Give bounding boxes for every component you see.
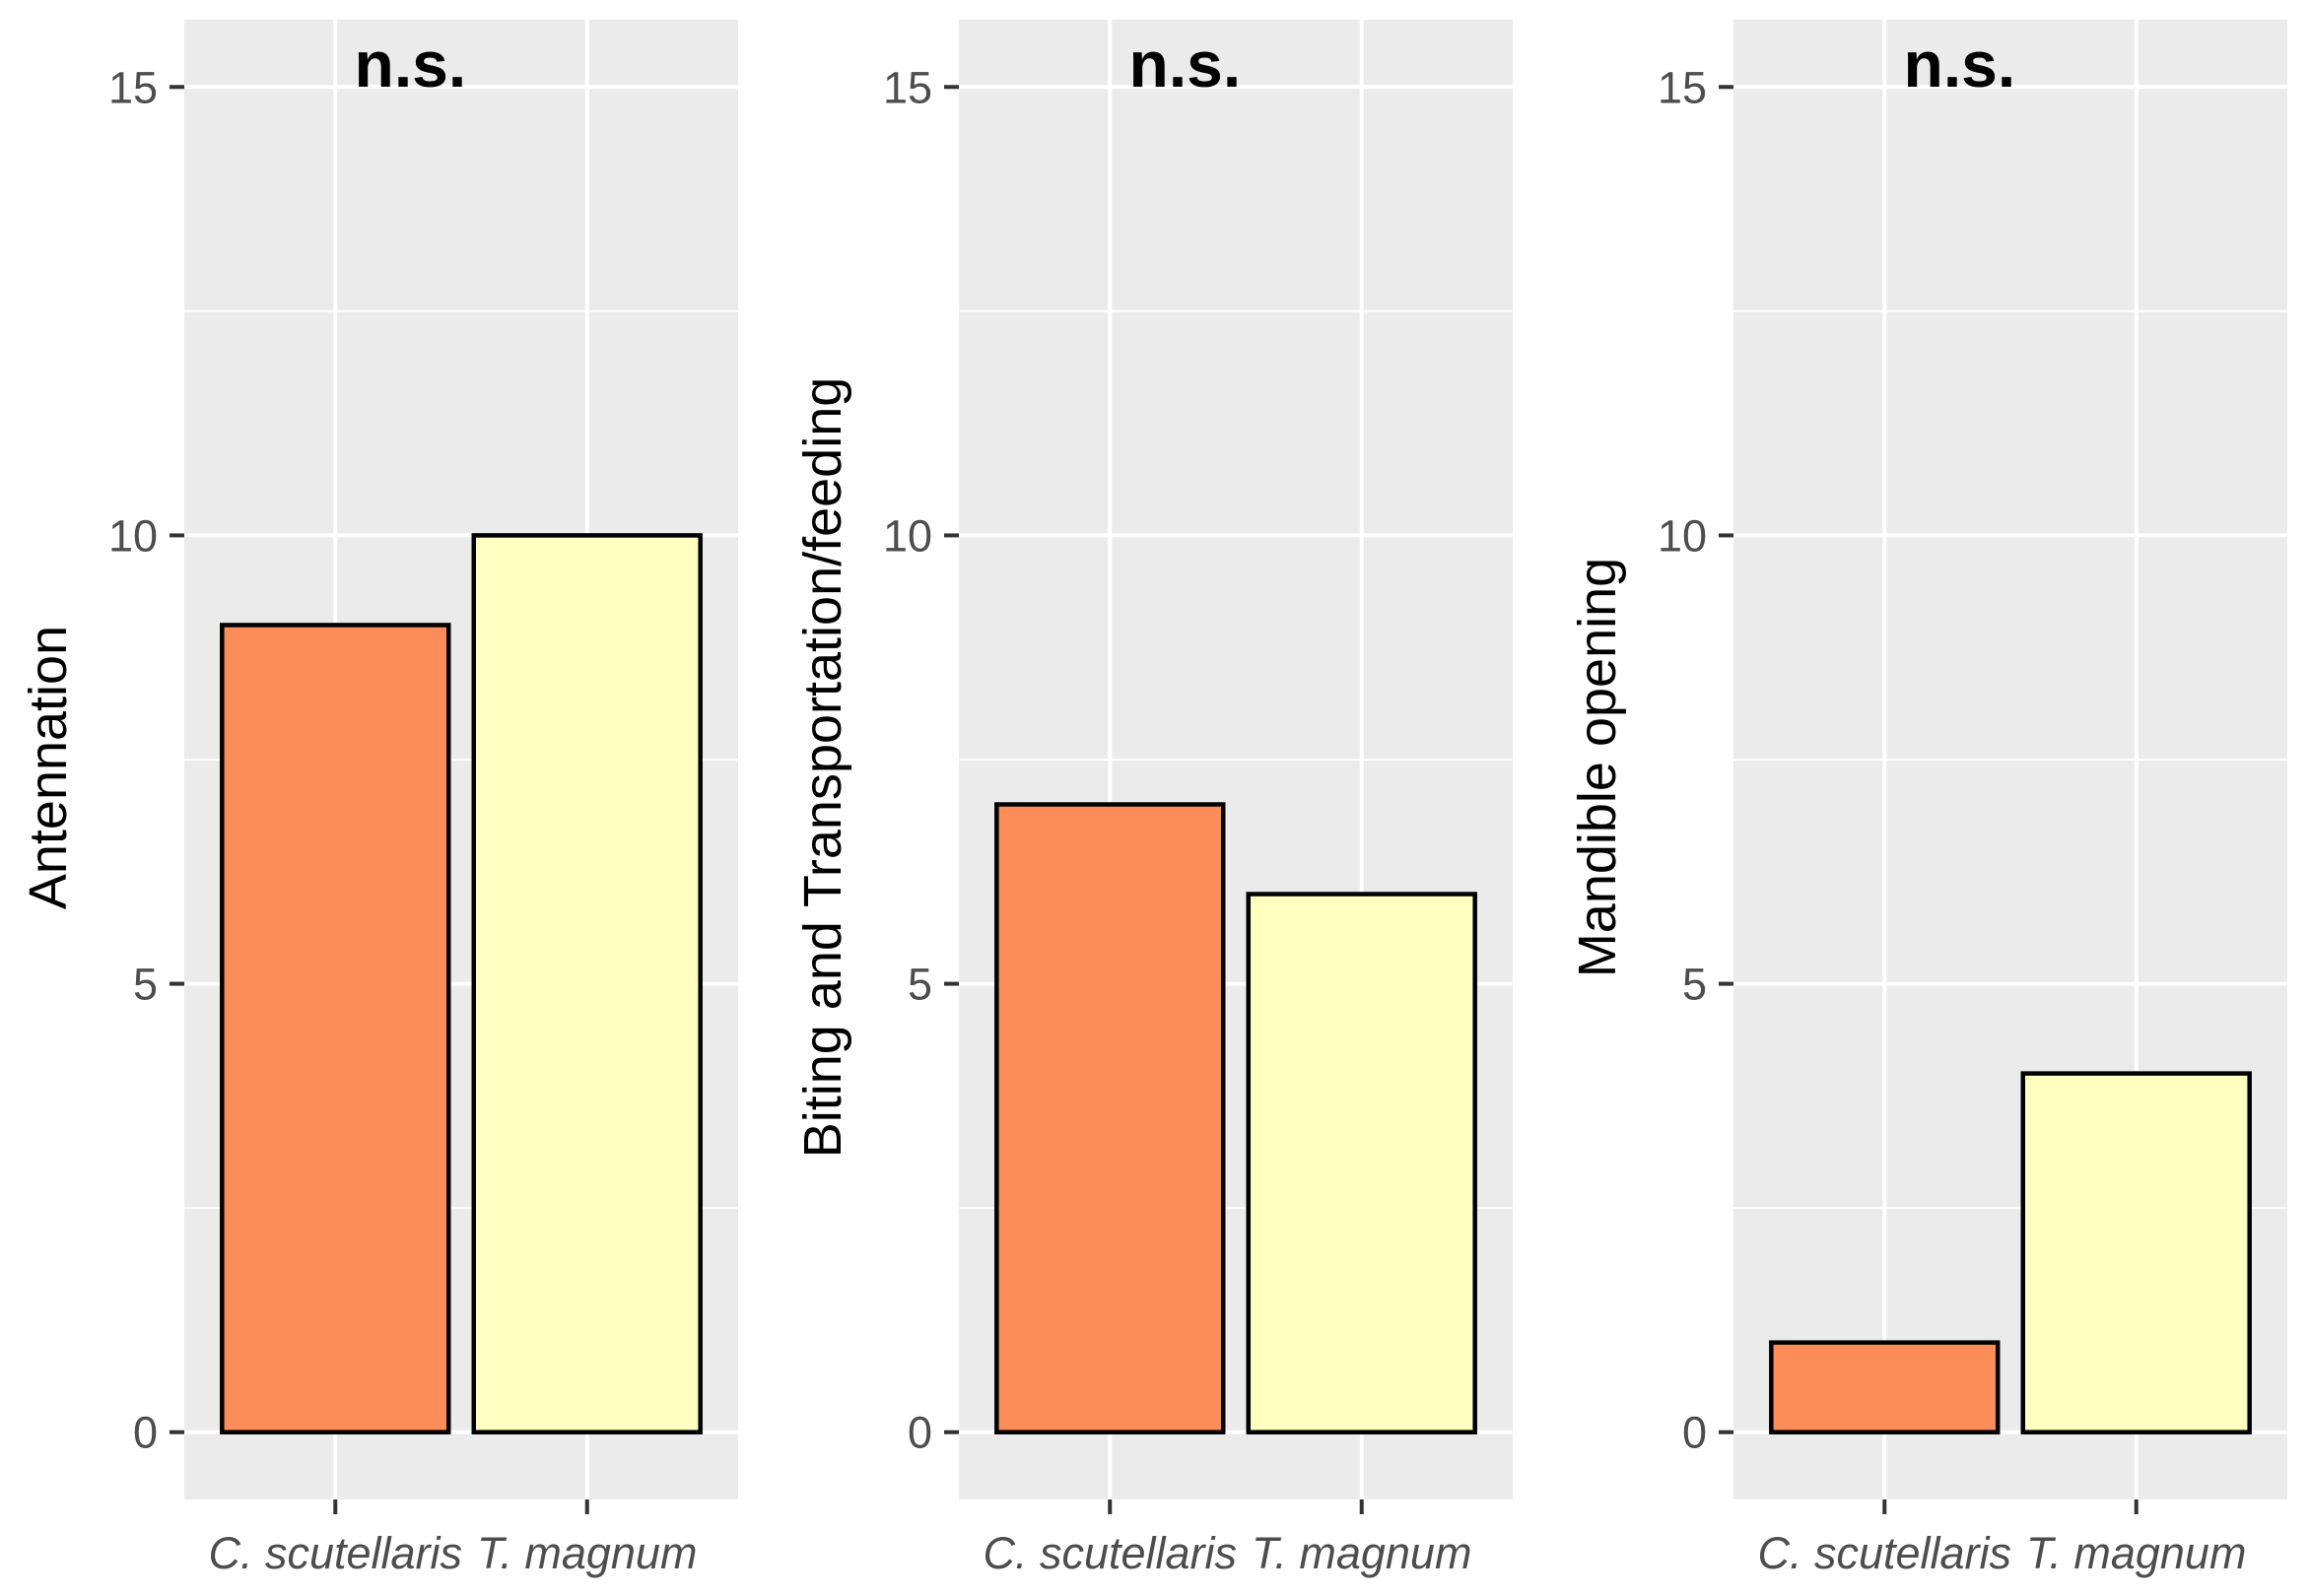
y-tick-label: 15 xyxy=(108,62,158,112)
significance-label: n.s. xyxy=(355,28,467,100)
y-tick-label: 5 xyxy=(1682,960,1707,1010)
y-tick-label: 5 xyxy=(908,960,932,1010)
bar-1 xyxy=(994,802,1226,1434)
bar-2 xyxy=(1246,892,1477,1434)
y-tick-label: 0 xyxy=(1682,1408,1707,1458)
y-tick-label: 0 xyxy=(133,1408,158,1458)
x-tick-label: C. scutellaris xyxy=(983,1528,1237,1578)
x-tick-label: T. magnum xyxy=(477,1528,697,1578)
significance-label: n.s. xyxy=(1904,28,2016,100)
panel-1: 0 5 10 15 C. scutellaris T. magnum Antennation… xyxy=(19,20,738,1578)
bar-1 xyxy=(1769,1340,2001,1434)
bar-2 xyxy=(2020,1071,2252,1434)
panel-2: 0 5 10 15 C. scutellaris T. magnum Biting and … xyxy=(793,20,1513,1578)
x-tick-label: T. magnum xyxy=(2026,1528,2246,1578)
bar-1 xyxy=(220,623,451,1434)
x-tick-label: C. scutellaris xyxy=(208,1528,462,1578)
panel-3: 0 5 10 15 C. scutellaris T. magnum Mandible op… xyxy=(1568,20,2287,1578)
y-axis-title: Biting and Transportation/feeding xyxy=(793,377,852,1159)
y-tick-label: 10 xyxy=(108,510,158,561)
y-axis-title: Mandible opening xyxy=(1568,558,1627,977)
y-tick-label: 0 xyxy=(908,1408,932,1458)
y-tick-label: 5 xyxy=(133,960,158,1010)
x-tick-label: C. scutellaris xyxy=(1757,1528,2011,1578)
y-tick-label: 10 xyxy=(1658,510,1707,561)
y-tick-label: 15 xyxy=(1658,62,1707,112)
significance-label: n.s. xyxy=(1129,28,1242,100)
x-tick-label: T. magnum xyxy=(1252,1528,1471,1578)
y-axis-title: Antennation xyxy=(19,626,78,909)
y-tick-label: 15 xyxy=(883,62,932,112)
bar-2 xyxy=(471,533,703,1434)
y-tick-label: 10 xyxy=(883,510,932,561)
